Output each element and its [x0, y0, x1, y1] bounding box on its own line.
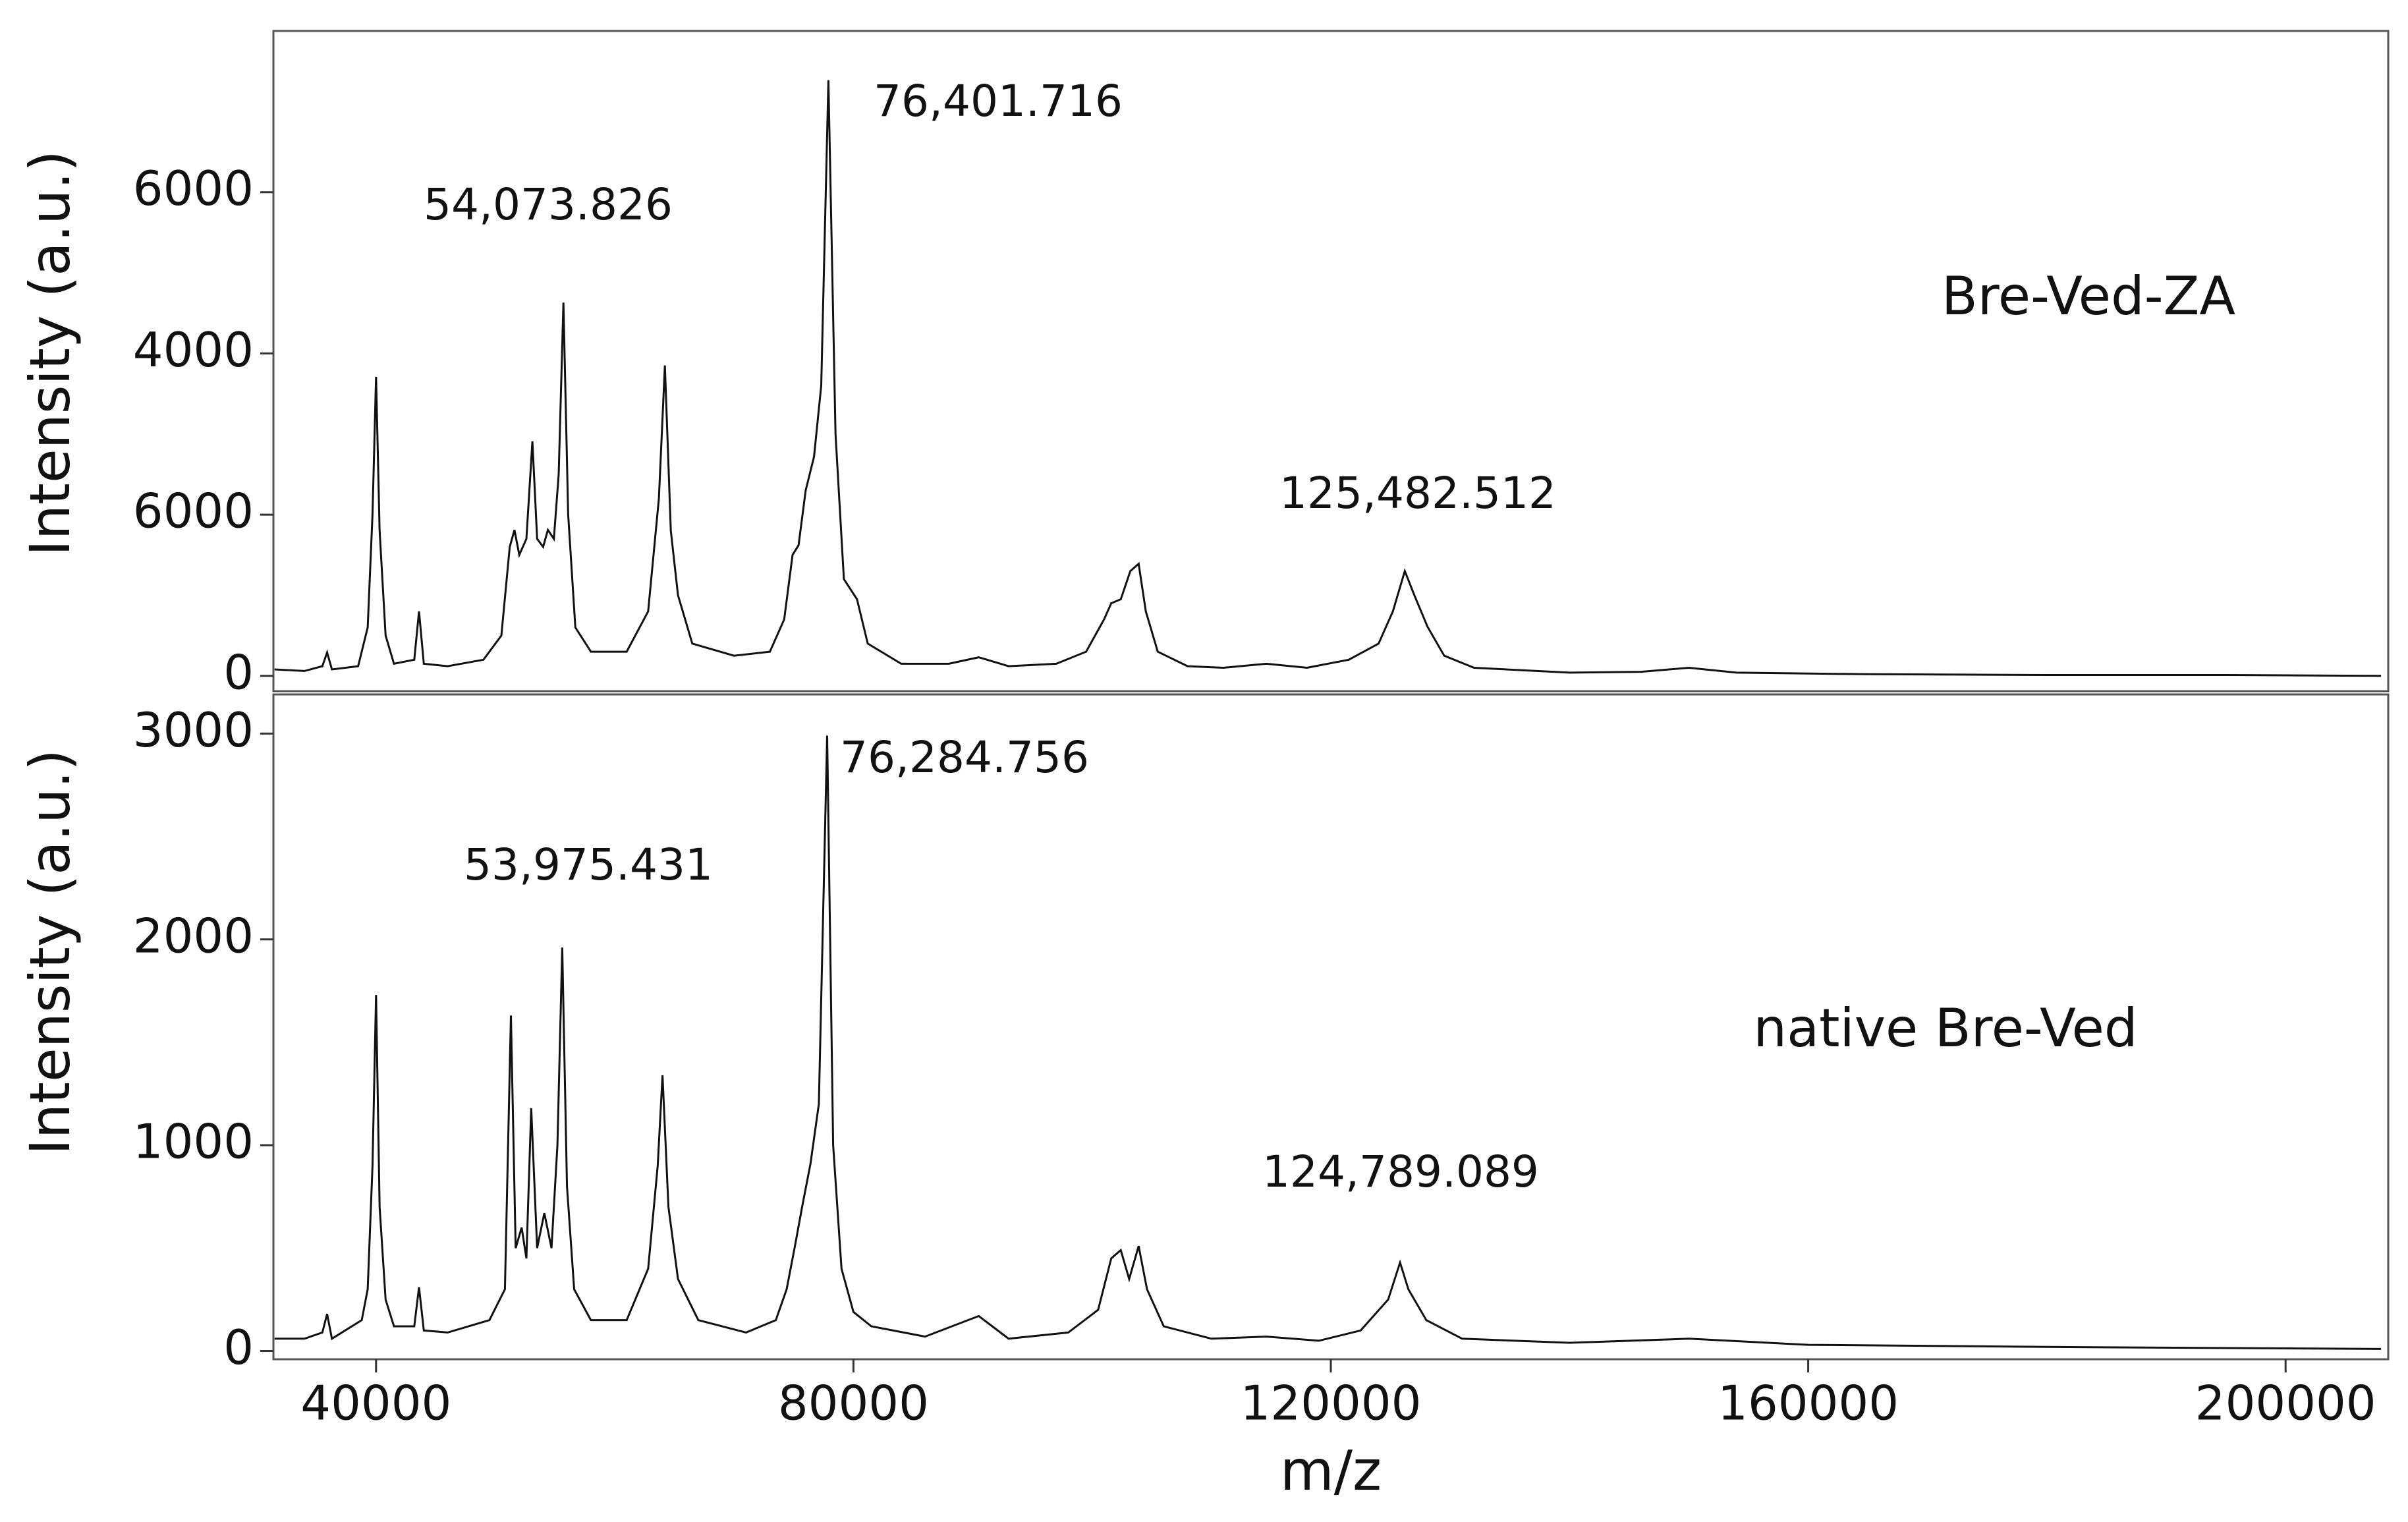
peak-annotation: 125,482.512 [1279, 468, 1556, 519]
y-tick-label: 2000 [133, 908, 254, 963]
y-tick-label: 6000 [133, 484, 254, 539]
x-tick-label: 40000 [300, 1376, 451, 1431]
x-tick-label: 80000 [778, 1376, 929, 1431]
x-tick-label: 160000 [1718, 1376, 1899, 1431]
y-tick-label: 0 [223, 1320, 254, 1375]
peak-annotation: 76,401.716 [874, 76, 1123, 127]
y-axis-label: Intensity (a.u.) [18, 150, 82, 556]
series-label: Bre-Ved-ZA [1942, 266, 2236, 327]
x-tick-label: 120000 [1241, 1376, 1422, 1431]
series-label: native Bre-Ved [1753, 998, 2137, 1059]
peak-annotation: 124,789.089 [1262, 1146, 1539, 1197]
y-axis-label: Intensity (a.u.) [18, 749, 82, 1155]
y-tick-label: 3000 [133, 702, 254, 758]
peak-annotation: 53,975.431 [464, 839, 713, 890]
spectrum-line [274, 80, 2382, 677]
x-tick-label: 200000 [2195, 1376, 2376, 1431]
peak-annotation: 54,073.826 [424, 179, 673, 230]
peak-annotation: 76,284.756 [840, 732, 1089, 783]
y-tick-label: 1000 [133, 1114, 254, 1170]
plot-frame [272, 30, 2390, 692]
y-tick-label: 0 [223, 644, 254, 700]
y-tick-label: 6000 [133, 161, 254, 216]
x-axis-label: m/z [1280, 1438, 1382, 1503]
spectrum-line [274, 735, 2382, 1350]
y-tick-label: 4000 [133, 322, 254, 378]
